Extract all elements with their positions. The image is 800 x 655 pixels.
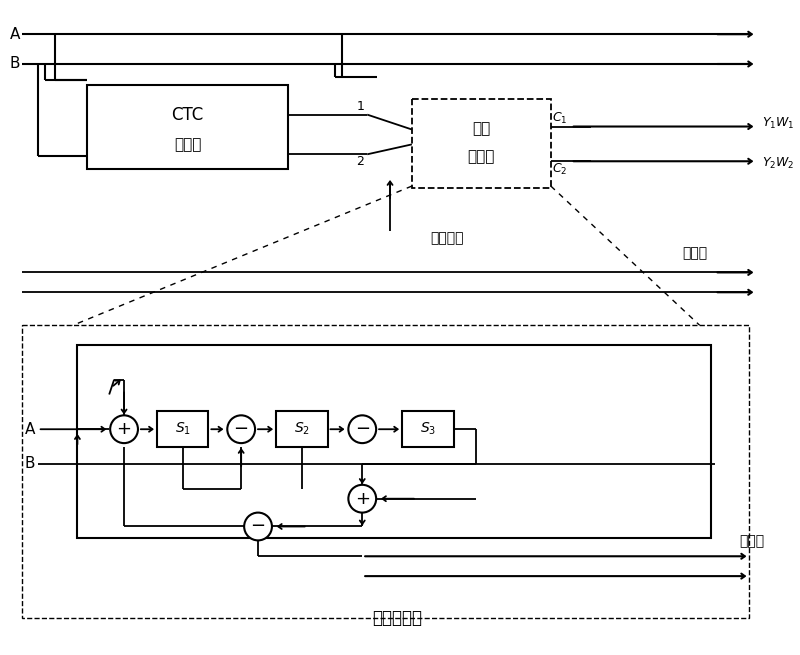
Bar: [78, 345, 710, 538]
Text: 分量编码器: 分量编码器: [372, 608, 422, 627]
Circle shape: [244, 513, 272, 540]
Text: +: +: [354, 490, 370, 508]
Circle shape: [227, 415, 255, 443]
Text: −: −: [250, 517, 266, 536]
Text: 2: 2: [356, 155, 364, 168]
Text: $S_2$: $S_2$: [294, 421, 310, 438]
Circle shape: [110, 415, 138, 443]
Bar: [276, 411, 327, 447]
Bar: [402, 411, 454, 447]
Text: $Y_1W_1$: $Y_1W_1$: [762, 116, 795, 131]
Text: $Y_2W_2$: $Y_2W_2$: [762, 156, 794, 171]
Text: $S_3$: $S_3$: [420, 421, 436, 438]
Text: 校验位: 校验位: [739, 534, 765, 548]
Circle shape: [348, 415, 376, 443]
Circle shape: [348, 485, 376, 513]
Text: B: B: [10, 56, 20, 71]
Text: 编码器: 编码器: [468, 149, 495, 164]
Text: 1: 1: [356, 100, 364, 113]
Text: +: +: [117, 421, 131, 438]
Text: 切换开关: 切换开关: [430, 232, 463, 246]
Bar: [22, 325, 750, 618]
Text: $C_1$: $C_1$: [552, 111, 567, 126]
Text: 系统位: 系统位: [682, 246, 707, 261]
Text: CTC: CTC: [171, 105, 204, 124]
Bar: [87, 85, 288, 169]
Bar: [412, 99, 551, 188]
Text: −: −: [354, 421, 370, 438]
Text: −: −: [234, 421, 249, 438]
Text: A: A: [10, 27, 20, 42]
Bar: [157, 411, 209, 447]
Text: 交织器: 交织器: [174, 137, 202, 152]
Text: $S_1$: $S_1$: [174, 421, 190, 438]
Text: 分量: 分量: [472, 121, 490, 136]
Text: B: B: [25, 457, 35, 472]
Text: $C_2$: $C_2$: [552, 162, 567, 177]
Text: A: A: [25, 422, 35, 437]
